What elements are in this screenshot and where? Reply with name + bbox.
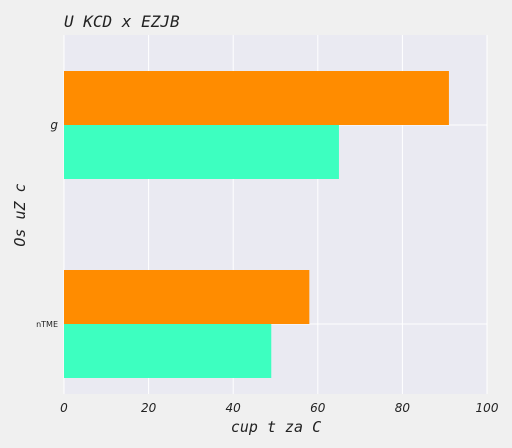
y-axis-label: Os uZ c bbox=[11, 183, 29, 246]
y-tick-labels: g nTME bbox=[36, 118, 58, 329]
y-tick-label: g bbox=[50, 118, 58, 132]
x-tick-label: 80 bbox=[395, 401, 411, 415]
x-tick-label: 0 bbox=[60, 401, 68, 415]
bar bbox=[64, 270, 310, 324]
bars bbox=[64, 71, 449, 378]
y-tick-label: nTME bbox=[36, 320, 58, 329]
x-tick-label: 60 bbox=[310, 401, 326, 415]
x-tick-label: 40 bbox=[226, 401, 242, 415]
bar bbox=[64, 125, 339, 179]
bar bbox=[64, 324, 272, 378]
chart-title: U KCD x EZJB bbox=[64, 12, 180, 31]
bar bbox=[64, 71, 449, 125]
x-tick-label: 100 bbox=[476, 401, 499, 415]
x-axis-label: cup t za C bbox=[231, 418, 321, 436]
x-tick-labels: 0 20 40 60 80 100 bbox=[60, 401, 499, 415]
x-tick-label: 20 bbox=[141, 401, 157, 415]
